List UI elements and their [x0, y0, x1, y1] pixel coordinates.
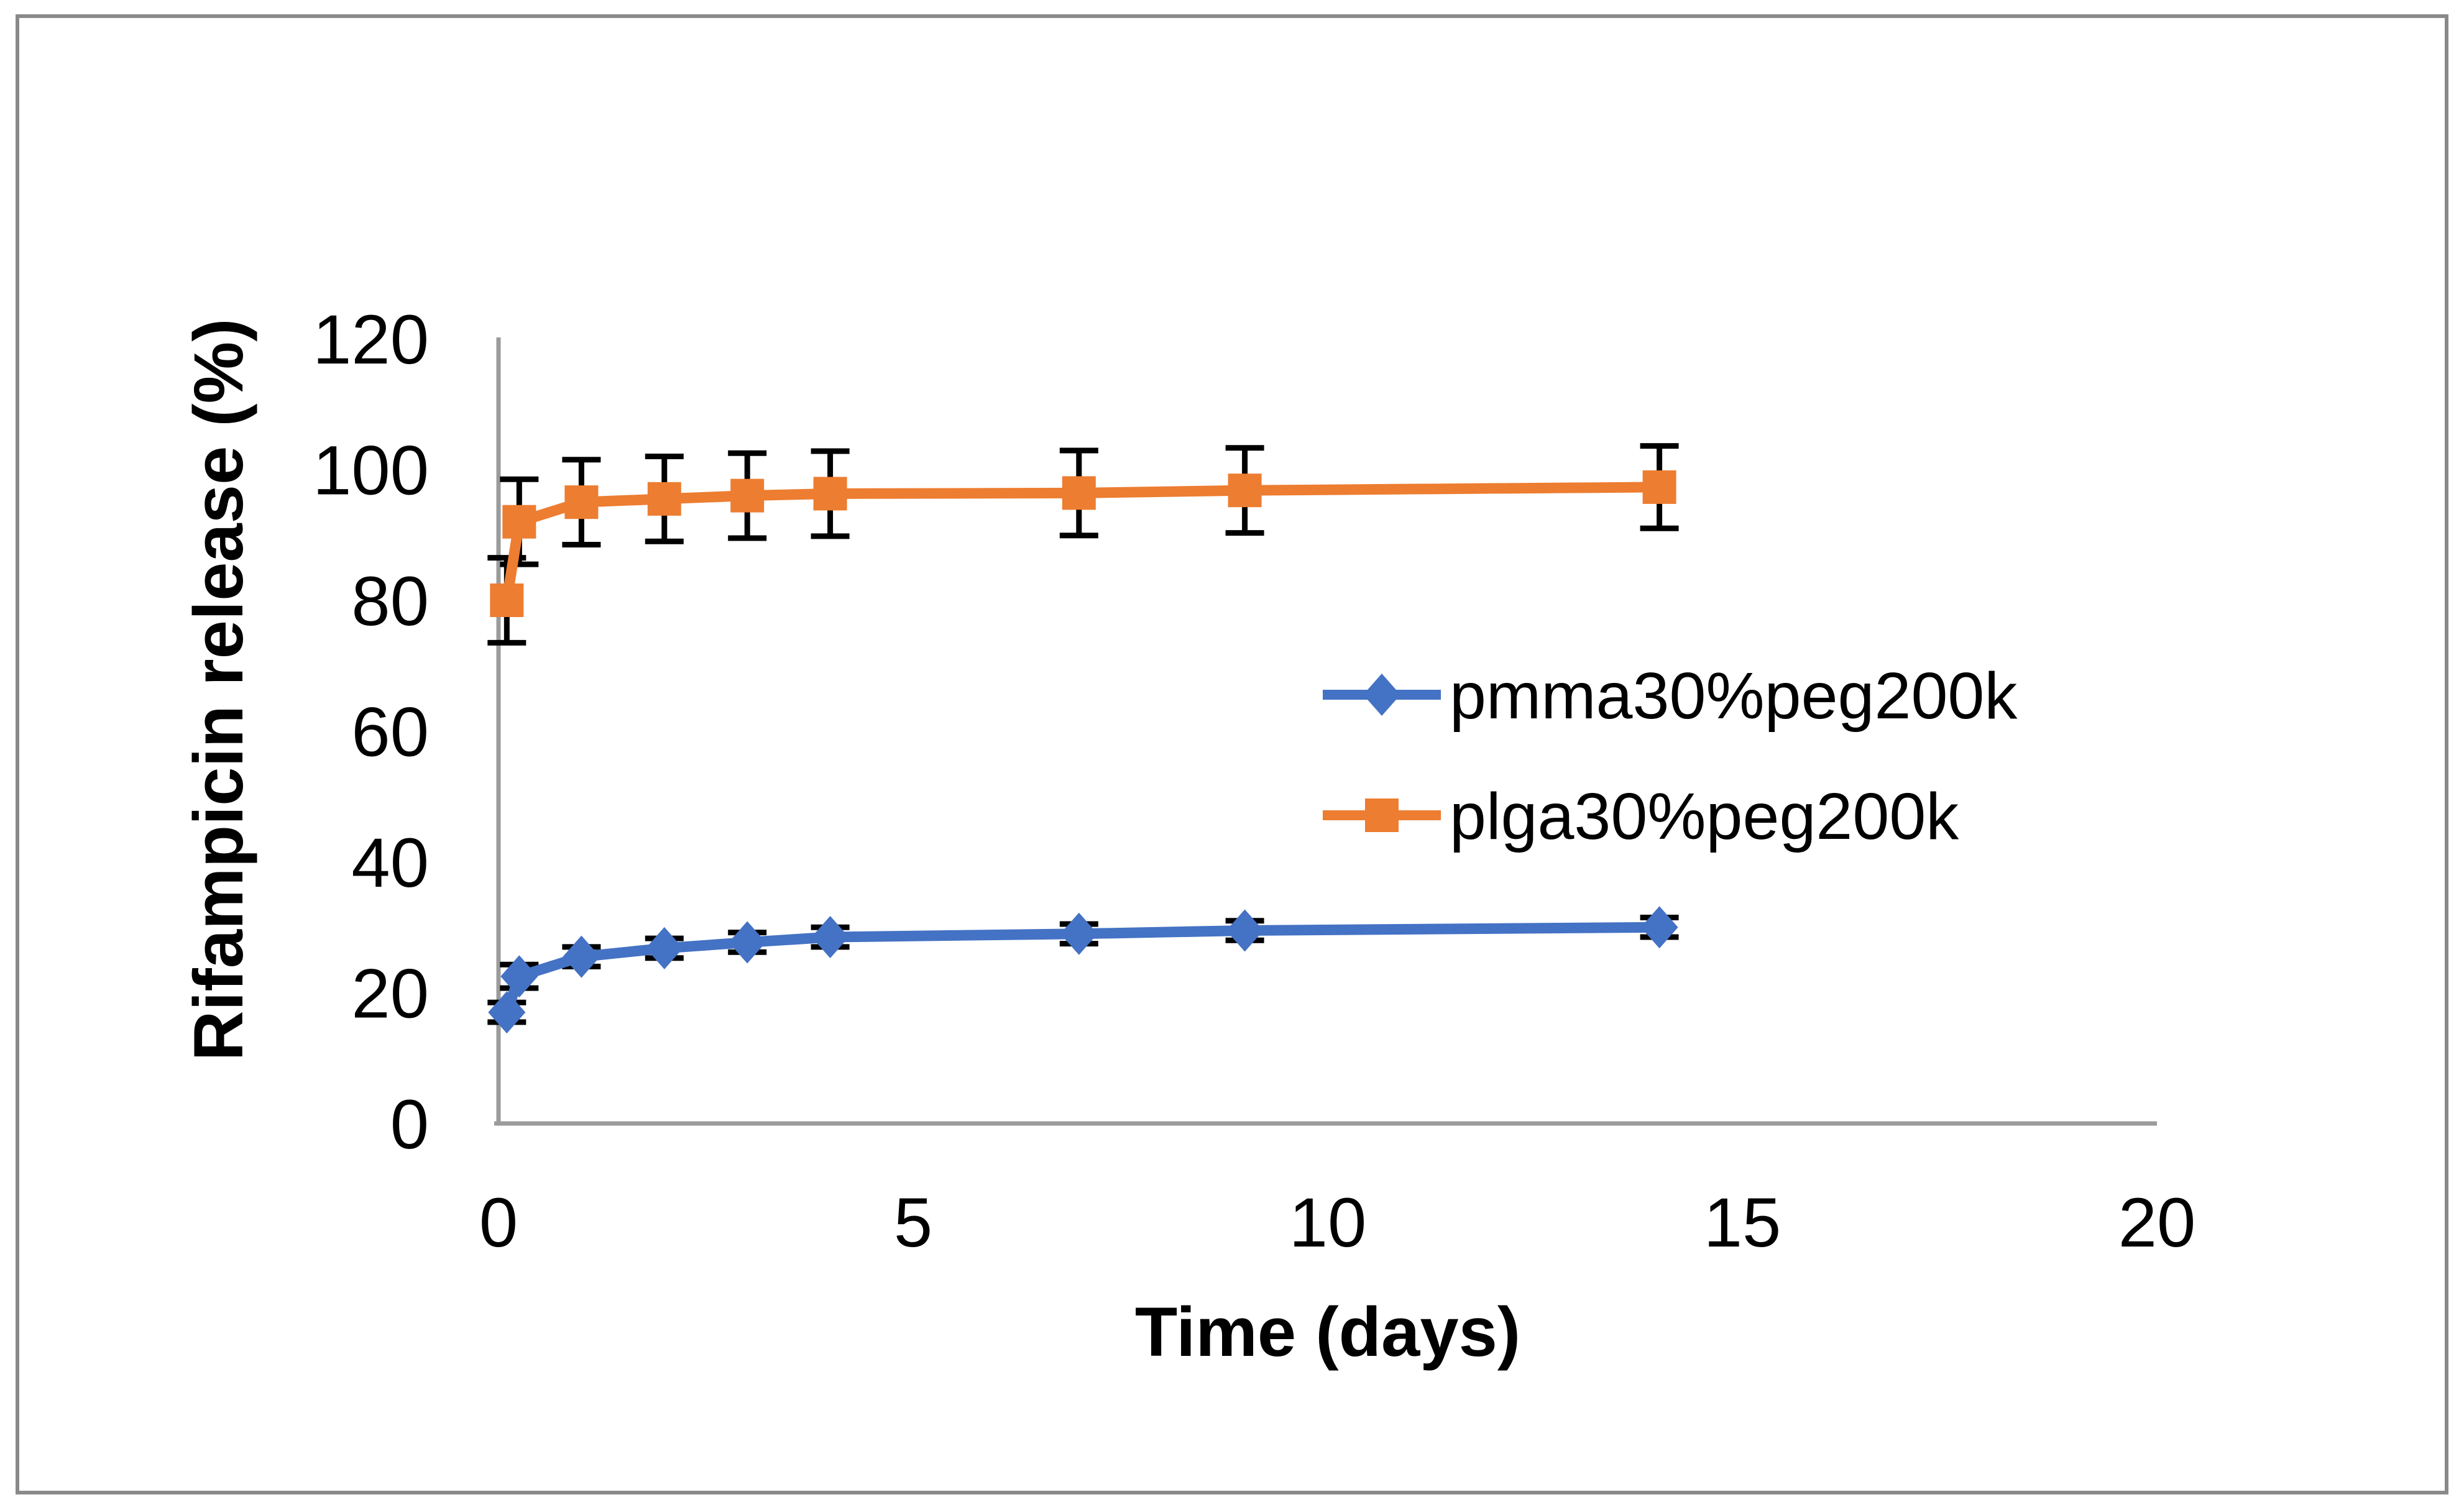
y-tick-label: 0: [390, 1086, 429, 1163]
diamond-marker-icon: [1226, 909, 1264, 952]
error-bars: [487, 443, 1679, 646]
diamond-marker-icon: [1640, 906, 1678, 949]
y-axis-title: Rifampicin release (%): [180, 318, 257, 1061]
diamond-marker-icon: [811, 916, 849, 959]
series-plga30-peg200k: [487, 443, 1679, 646]
diamond-marker-icon: [1363, 674, 1400, 716]
diamond-marker-icon: [488, 991, 526, 1034]
square-marker-icon: [730, 478, 765, 513]
square-marker-icon: [647, 482, 681, 516]
y-tick-label: 40: [351, 824, 429, 902]
x-axis-title: Time (days): [1135, 1293, 1520, 1371]
square-marker-icon: [1228, 474, 1262, 508]
square-marker-icon: [1642, 470, 1676, 504]
x-axis-tick-labels: 0 5 10 15 20: [479, 1184, 2195, 1261]
square-marker-icon: [502, 505, 536, 539]
x-tick-label: 5: [894, 1184, 932, 1261]
diamond-marker-icon: [563, 935, 600, 978]
legend-label: pmma30%peg200k: [1450, 659, 2018, 733]
legend-item: plga30%peg200k: [1323, 780, 1959, 853]
figure-border: [16, 14, 2448, 1494]
series-layer: [487, 443, 1679, 1034]
x-tick-label: 0: [479, 1184, 518, 1261]
y-tick-label: 100: [313, 432, 429, 510]
square-marker-icon: [1365, 798, 1399, 832]
legend-item: pmma30%peg200k: [1323, 659, 2018, 733]
square-marker-icon: [490, 583, 524, 617]
diamond-marker-icon: [729, 921, 766, 964]
y-tick-label: 80: [351, 562, 429, 640]
diamond-marker-icon: [500, 955, 538, 998]
legend-label: plga30%peg200k: [1450, 780, 1959, 853]
y-tick-label: 20: [351, 955, 429, 1033]
x-tick-label: 15: [1704, 1184, 1781, 1261]
diamond-marker-icon: [1060, 912, 1098, 955]
legend: pmma30%peg200k plga30%peg200k: [1323, 659, 2018, 853]
x-tick-label: 20: [2118, 1184, 2196, 1261]
series-pmma30-peg200k: [487, 906, 1679, 1034]
y-tick-label: 120: [313, 301, 429, 378]
square-marker-icon: [564, 485, 599, 519]
x-tick-label: 10: [1289, 1184, 1367, 1261]
y-axis-tick-labels: 0 20 40 60 80 100 120: [313, 301, 429, 1163]
diamond-marker-icon: [645, 927, 683, 969]
y-tick-label: 60: [351, 693, 429, 771]
square-marker-icon: [1062, 476, 1096, 510]
square-marker-icon: [813, 477, 847, 511]
